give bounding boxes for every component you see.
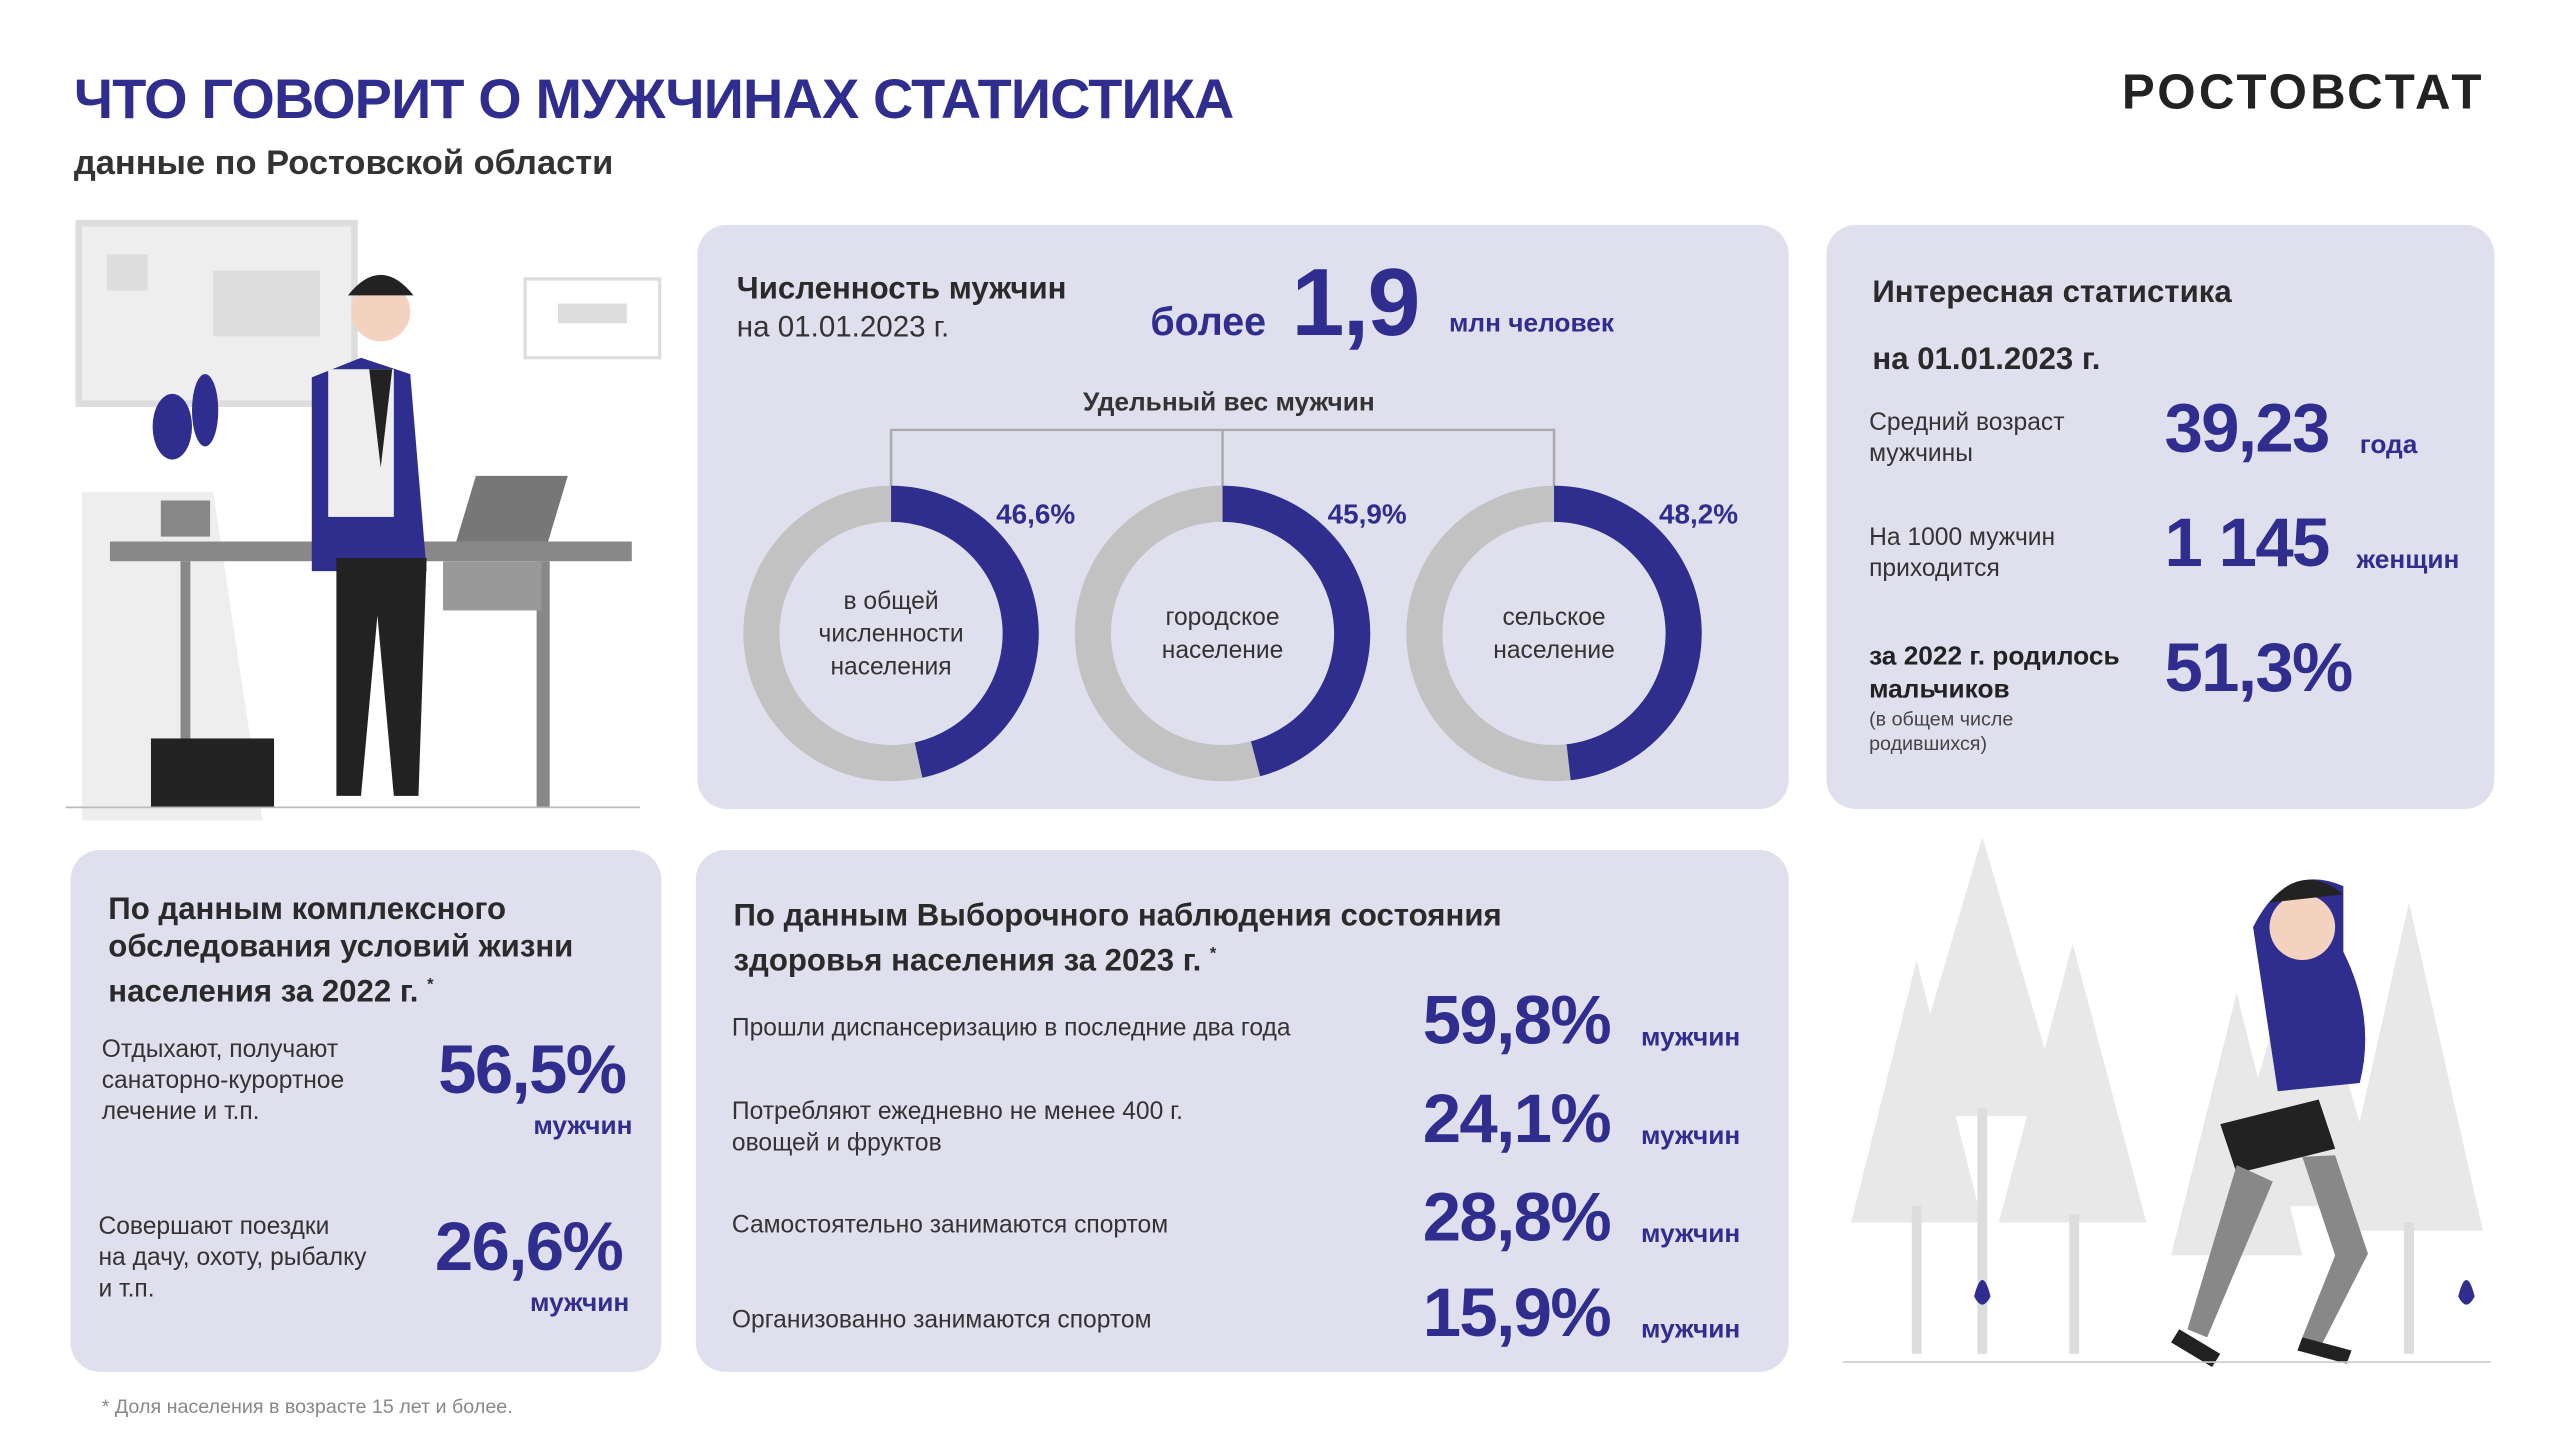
stat-label: Средний возраст мужчины: [1869, 408, 2065, 468]
health-survey-panel: По данным Выборочного наблюдения состоян…: [695, 850, 1789, 1372]
survey1-value: 26,6%: [434, 1207, 624, 1285]
population-value: 1,9: [1291, 249, 1420, 357]
population-unit: млн человек: [1449, 310, 1615, 339]
ratio-unit: женщин: [2356, 546, 2460, 575]
survey2-unit: мужчин: [1641, 1023, 1741, 1052]
survey2-title: По данным Выборочного наблюдения состоян…: [733, 899, 1502, 979]
boys-value: 51,3%: [2164, 628, 2353, 706]
stat-label: На 1000 мужчин приходится: [1869, 523, 2056, 583]
survey2-unit: мужчин: [1641, 1316, 1741, 1344]
donut-category-label: население: [1162, 637, 1284, 664]
donut-value-label: 45,9%: [1328, 498, 1407, 529]
survey1-unit: мужчин: [533, 1112, 633, 1141]
survey2-value: 15,9%: [1422, 1273, 1612, 1351]
avg-age-unit: года: [2359, 431, 2418, 460]
survey1-unit: мужчин: [530, 1289, 630, 1318]
share-title: Удельный вес мужчин: [1083, 388, 1375, 417]
population-panel: Численность мужчин на 01.01.2023 г. боле…: [697, 224, 1789, 810]
donut-value-label: 46,6%: [996, 498, 1075, 529]
population-prefix: более: [1150, 300, 1267, 345]
survey2-item-label: Потребляют ежедневно не менее 400 г. овощ…: [731, 1097, 1183, 1157]
population-date: на 01.01.2023 г.: [736, 310, 950, 343]
survey1-title: По данным комплексного обследования услов…: [108, 892, 574, 1010]
survey2-item-label: Самостоятельно занимаются спортом: [731, 1211, 1169, 1239]
survey1-item-label: Совершают поездки на дачу, охоту, рыбалку…: [98, 1212, 367, 1303]
survey2-unit: мужчин: [1641, 1122, 1741, 1151]
interesting-date: на 01.01.2023 г.: [1872, 342, 2101, 378]
page-subtitle: данные по Ростовской области: [73, 144, 614, 183]
survey2-unit: мужчин: [1641, 1220, 1741, 1249]
interesting-stats-panel: Интересная статистика на 01.01.2023 г. С…: [1826, 224, 2495, 810]
boys-label: за 2022 г. родилось мальчиков: [1869, 643, 2120, 704]
donut-charts: 46,6% в общей численности населения 45,9% гор…: [743, 428, 1738, 782]
footnote: * Доля населения в возрасте 15 лет и бол…: [101, 1394, 513, 1418]
survey2-value: 28,8%: [1422, 1178, 1612, 1256]
donut-segment-men: [1222, 485, 1371, 777]
survey2-value: 59,8%: [1422, 981, 1612, 1059]
runner-illustration: [1842, 836, 2492, 1367]
logo: РОСТОВСТАТ: [2121, 65, 2485, 120]
boys-note: (в общем числе родившихся): [1869, 707, 2014, 755]
avg-age-value: 39,23: [2164, 388, 2330, 467]
connector-lines: [889, 428, 1556, 491]
page-title: ЧТО ГОВОРИТ О МУЖЧИНАХ СТАТИСТИКА: [73, 68, 1234, 132]
donut-category-label: население: [1493, 637, 1615, 664]
donut-category-label: населения: [830, 653, 951, 680]
survey2-value: 24,1%: [1422, 1079, 1612, 1157]
interesting-title: Интересная статистика: [1872, 275, 2232, 311]
survey1-item-label: Отдыхают, получают санаторно-курортное леч…: [101, 1035, 345, 1126]
donut-segment-men: [1553, 485, 1702, 781]
living-conditions-panel: По данным комплексного обследования услов…: [70, 850, 662, 1372]
ratio-value: 1 145: [2164, 503, 2330, 581]
donut-category-label: городское: [1166, 604, 1280, 631]
donut-category-label: численности: [819, 621, 964, 648]
donut-category-label: в общей: [844, 588, 939, 615]
donut-value-label: 48,2%: [1659, 498, 1738, 529]
businessman-illustration: [65, 219, 662, 821]
donut-category-label: сельское: [1502, 604, 1605, 631]
survey1-value: 56,5%: [438, 1030, 627, 1108]
donut-segment-men: [890, 485, 1039, 778]
population-title: Численность мужчин: [736, 272, 1067, 307]
survey2-item-label: Прошли диспансеризацию в последние два г…: [731, 1014, 1291, 1043]
survey2-item-label: Организованно занимаются спортом: [731, 1306, 1152, 1335]
